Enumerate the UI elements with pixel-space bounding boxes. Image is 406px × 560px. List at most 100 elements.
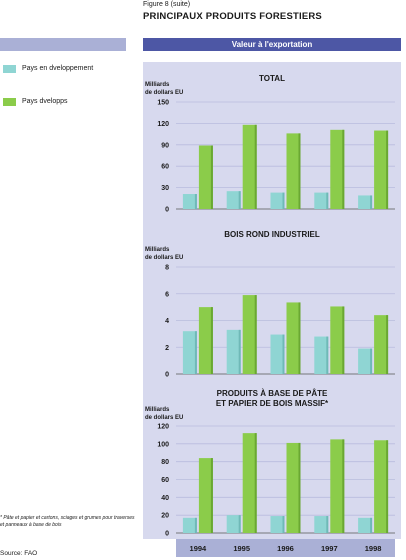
bar-developed <box>242 295 257 374</box>
x-tick-label: 1995 <box>233 544 250 553</box>
y-axis-label: de dollars EU <box>145 255 183 261</box>
x-tick-label: 1996 <box>277 544 294 553</box>
chart-title: BOIS ROND INDUSTRIEL <box>224 230 320 239</box>
bar-shade <box>254 433 257 533</box>
y-tick-label: 0 <box>165 531 169 538</box>
bar-developed <box>330 129 345 209</box>
source-note: Source: FAO <box>0 550 38 557</box>
bar-developed <box>374 315 389 374</box>
bar-developing <box>270 192 285 209</box>
bar-developing <box>314 336 329 374</box>
bar-shade <box>194 194 197 209</box>
bar-shade <box>282 334 285 374</box>
bar-shade <box>210 307 213 374</box>
bar-developing <box>314 192 329 209</box>
bar-shade <box>370 348 373 374</box>
bar-shade <box>342 439 345 533</box>
y-tick-label: 120 <box>157 424 169 431</box>
legend-item-developed: Pays dvelopps <box>3 97 68 107</box>
bar-shade <box>194 331 197 374</box>
bar-developed <box>374 440 389 533</box>
bar-developed <box>286 302 301 374</box>
y-tick-label: 0 <box>165 207 169 214</box>
bar-developing <box>182 331 197 374</box>
bar-developed <box>286 133 301 209</box>
figure-title: PRINCIPAUX PRODUITS FORESTIERS <box>143 11 322 22</box>
bar-shade <box>210 145 213 209</box>
bar-developing <box>182 194 197 209</box>
bar-shade <box>210 458 213 533</box>
bar-shade <box>326 516 329 533</box>
y-tick-label: 30 <box>161 185 169 192</box>
bar-developed <box>330 306 345 374</box>
bar-developing <box>358 348 373 374</box>
y-tick-label: 4 <box>165 318 169 325</box>
bar-developed <box>198 145 213 209</box>
bar-shade <box>342 306 345 374</box>
bar-developed <box>198 307 213 374</box>
y-tick-label: 100 <box>157 441 169 448</box>
legend-swatch-developed <box>3 98 16 106</box>
bar-developing <box>270 334 285 374</box>
y-tick-label: 80 <box>161 459 169 466</box>
bar-developed <box>330 439 345 533</box>
plot-background <box>143 62 401 539</box>
legend-item-developing: Pays en dveloppement <box>3 64 93 74</box>
chart-title: ET PAPIER DE BOIS MASSIF* <box>216 399 329 408</box>
y-axis-label: Milliards <box>145 247 170 253</box>
x-tick-label: 1998 <box>365 544 382 553</box>
bar-shade <box>298 133 301 209</box>
export-value-header: Valeur à l'exportation <box>143 38 401 51</box>
legend-swatch-developing <box>3 65 16 73</box>
bar-shade <box>282 516 285 533</box>
y-tick-label: 40 <box>161 495 169 502</box>
y-tick-label: 6 <box>165 291 169 298</box>
bar-shade <box>386 130 389 209</box>
bar-developing <box>358 195 373 209</box>
chart-title: TOTAL <box>259 74 285 83</box>
y-axis-label: de dollars EU <box>145 90 183 96</box>
footnote: * Pâte et papier et cartons, sciages et … <box>0 515 135 528</box>
bar-developing <box>226 329 241 374</box>
y-tick-label: 8 <box>165 265 169 272</box>
bar-shade <box>254 124 257 209</box>
y-tick-label: 60 <box>161 477 169 484</box>
y-axis-label: Milliards <box>145 407 170 413</box>
y-axis-label: de dollars EU <box>145 415 183 421</box>
bar-shade <box>386 440 389 533</box>
bar-developed <box>374 130 389 209</box>
bar-shade <box>254 295 257 374</box>
bar-shade <box>238 191 241 209</box>
y-tick-label: 150 <box>157 100 169 107</box>
bar-shade <box>282 192 285 209</box>
bar-shade <box>342 129 345 209</box>
bar-shade <box>298 442 301 533</box>
legend-label-developed: Pays dvelopps <box>22 98 68 105</box>
bar-developed <box>286 442 301 533</box>
bar-developing <box>226 515 241 533</box>
legend-label-developing: Pays en dveloppement <box>22 65 94 72</box>
y-axis-label: Milliards <box>145 82 170 88</box>
y-tick-label: 2 <box>165 345 169 352</box>
y-tick-label: 0 <box>165 372 169 379</box>
bar-developing <box>314 516 329 533</box>
bar-developed <box>198 458 213 533</box>
y-tick-label: 90 <box>161 142 169 149</box>
legend-header-band <box>0 38 126 51</box>
bar-developing <box>226 191 241 209</box>
bar-shade <box>238 515 241 533</box>
bar-shade <box>298 302 301 374</box>
bar-shade <box>238 329 241 374</box>
bar-shade <box>370 195 373 209</box>
bar-shade <box>386 315 389 374</box>
bar-shade <box>194 517 197 533</box>
y-tick-label: 20 <box>161 513 169 520</box>
figure-label: Figure 8 (suite) <box>143 1 191 8</box>
bar-shade <box>326 336 329 374</box>
y-tick-label: 120 <box>157 121 169 128</box>
bar-developed <box>242 124 257 209</box>
bar-shade <box>370 517 373 533</box>
bar-developing <box>270 516 285 533</box>
bar-shade <box>326 192 329 209</box>
